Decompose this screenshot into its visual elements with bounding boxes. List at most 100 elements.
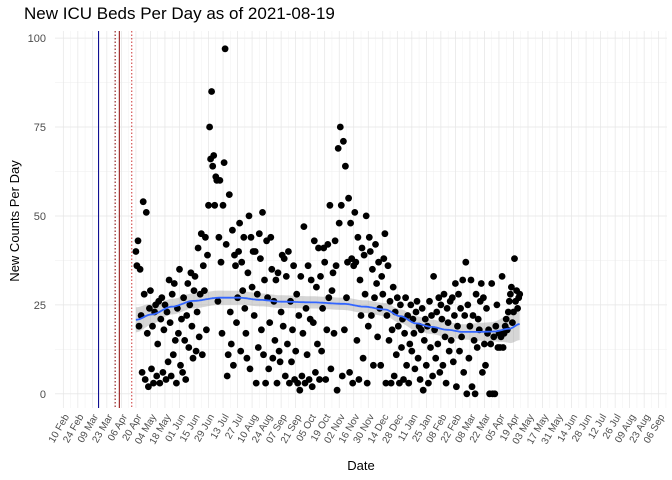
data-point [451,312,458,319]
data-point [490,333,498,341]
data-point [387,379,395,387]
data-point [383,312,391,319]
data-point [394,322,402,330]
data-point [165,276,173,284]
data-point [188,322,196,330]
data-point [226,308,234,316]
data-point [171,337,179,344]
data-point [179,369,187,376]
data-point [444,319,452,326]
data-point [194,244,202,252]
data-point [385,337,393,344]
data-point [168,290,176,298]
data-point [362,212,370,220]
data-point [471,390,479,398]
data-point [176,265,183,273]
data-point [374,333,381,341]
data-point [177,361,184,369]
data-point [505,297,513,305]
data-point [460,369,468,376]
data-point [295,312,303,319]
data-point [466,322,474,330]
data-point [373,280,380,287]
data-point [389,283,397,291]
y-tick-label: 75 [34,122,46,134]
data-point [371,294,378,302]
data-point [337,201,345,209]
data-point [225,191,233,199]
data-point [483,305,490,312]
data-point [302,305,310,312]
data-point [413,297,421,305]
data-point [166,319,174,326]
data-point [219,201,227,209]
data-point [246,365,254,373]
data-point [308,383,316,391]
data-point [419,386,427,394]
data-point [286,379,293,387]
data-point [290,262,297,270]
data-point [279,322,287,330]
data-point [167,372,175,380]
data-point [267,233,275,241]
data-point [240,233,248,241]
data-point [482,361,489,369]
data-point [184,280,192,287]
data-point [388,326,396,334]
data-point [323,326,331,334]
data-point [153,372,161,380]
data-point [162,376,170,383]
data-point [216,177,224,184]
data-point [361,290,369,298]
data-point [258,326,265,334]
data-point [294,379,302,387]
data-point [420,337,428,344]
data-point [201,287,208,294]
data-point [452,280,459,287]
data-point [430,273,437,280]
data-point [316,376,323,383]
smooth-trend-line [135,296,520,333]
data-point [360,251,368,259]
data-point [453,383,460,391]
data-point [312,369,319,376]
data-point [215,233,223,241]
data-point [334,145,342,152]
data-point [149,322,156,330]
data-point [347,219,354,227]
data-point [185,344,193,351]
data-point [498,273,506,280]
data-point [401,329,408,337]
data-point [410,329,418,337]
data-point [250,312,258,319]
data-point [366,248,374,255]
data-point [372,241,379,248]
data-point [327,365,335,373]
data-point [442,379,450,387]
data-point [275,347,283,355]
data-point [511,255,518,262]
data-point [227,340,235,348]
data-point [338,372,346,380]
data-point [244,269,252,277]
data-point [173,379,180,387]
data-point [289,326,296,334]
data-point [142,209,150,216]
data-point [352,258,360,266]
data-point [281,372,289,380]
smooth-line [135,296,520,333]
data-point [359,354,367,362]
data-point [480,294,487,302]
data-point [335,219,343,227]
data-point [516,290,524,298]
data-point [380,255,388,262]
data-point [161,301,169,309]
data-point [208,88,216,95]
data-point [400,376,407,383]
data-point [211,201,219,209]
data-point [159,369,167,376]
data-point [296,386,304,394]
data-point [253,290,261,298]
data-point [209,162,217,170]
y-tick-label: 25 [34,300,46,312]
